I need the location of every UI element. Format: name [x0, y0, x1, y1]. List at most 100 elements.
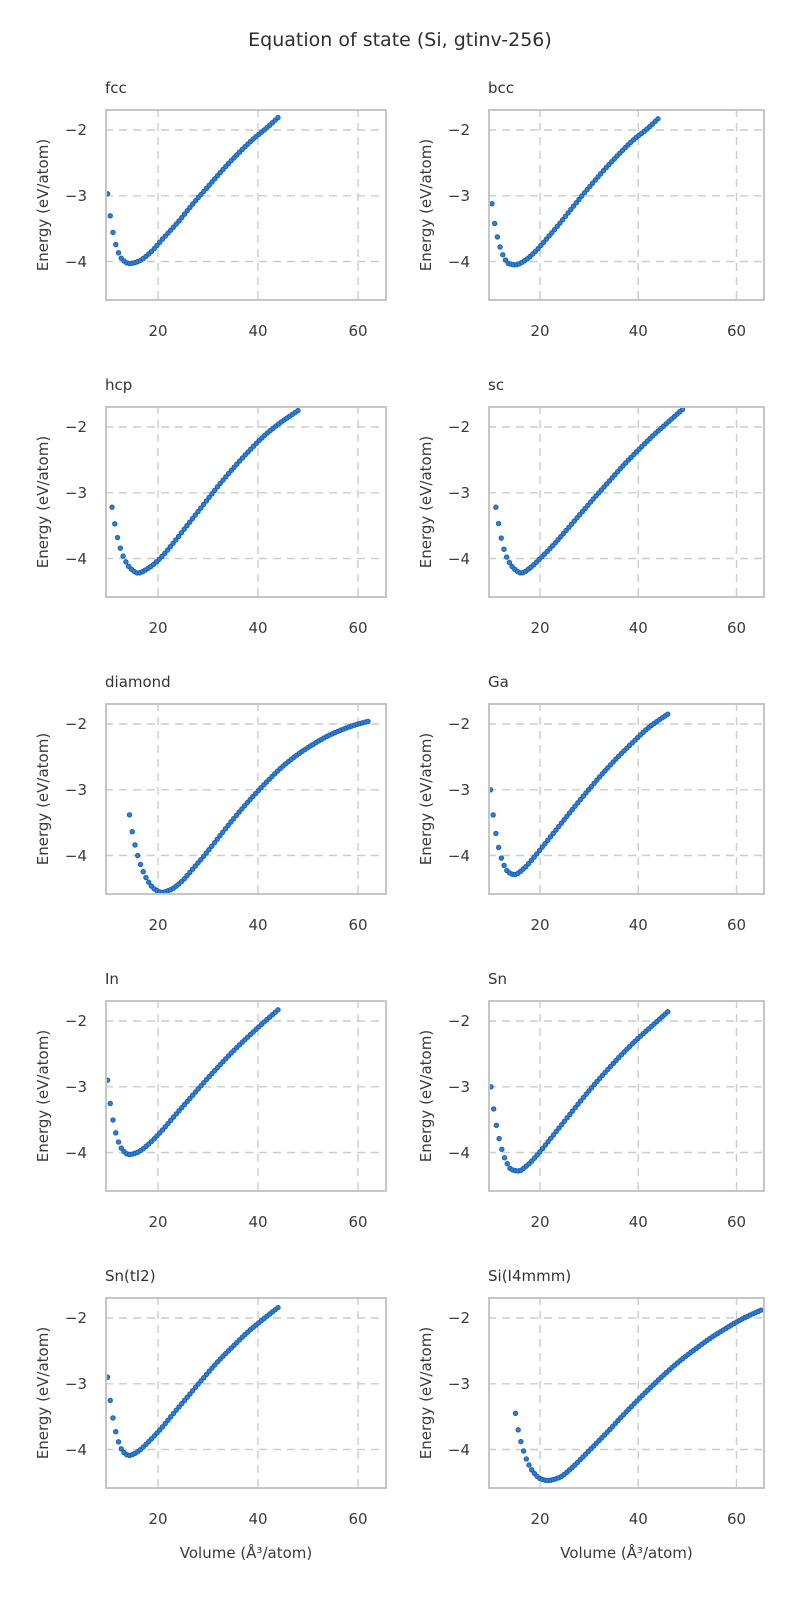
gridlines: [105, 703, 387, 895]
subplot-title-ga: Ga: [488, 673, 509, 691]
x-tick-label: 40: [628, 1510, 648, 1528]
subplot-title-diamond: diamond: [105, 673, 171, 691]
x-tick-label: 60: [726, 322, 747, 340]
plot-border: [105, 1000, 387, 1192]
x-tick-label: 20: [530, 916, 550, 934]
x-tick-label: 20: [148, 1213, 168, 1231]
subplot-title-sc: sc: [488, 376, 505, 394]
x-axis-label-si-i4mmm: Volume (Å³/atom): [560, 1544, 693, 1562]
x-tick-label: 60: [726, 1213, 747, 1231]
plot-border: [105, 703, 387, 895]
x-axis-label-sn-ti2: Volume (Å³/atom): [179, 1544, 313, 1562]
y-tick-label: −2: [64, 1309, 87, 1328]
scatter-series-in: [105, 1007, 281, 1158]
gridlines: [105, 1000, 387, 1192]
x-tick-label: 20: [530, 619, 550, 637]
x-tick-label: 20: [148, 1510, 168, 1528]
plot-border: [488, 1297, 765, 1489]
plot-border: [105, 406, 387, 598]
x-tick-label: 60: [726, 619, 747, 637]
x-tick-label: 20: [148, 322, 168, 340]
y-tick-label: −4: [447, 549, 470, 568]
y-tick-label: −2: [447, 121, 470, 140]
subplot-title-fcc: fcc: [105, 79, 127, 97]
gridlines: [488, 406, 765, 598]
scatter-series-fcc: [105, 114, 281, 267]
scatter-series-bcc: [489, 116, 661, 268]
x-tick-label: 60: [726, 1510, 747, 1528]
x-tick-label: 60: [348, 916, 368, 934]
y-tick-label: −3: [447, 780, 470, 799]
y-tick-label: −4: [447, 252, 470, 271]
x-tick-label: 20: [530, 322, 550, 340]
plot-border: [488, 109, 765, 301]
scatter-series-si-i4mmm: [512, 1307, 764, 1484]
y-tick-label: −4: [64, 252, 87, 271]
plot-area-in: [105, 1000, 387, 1192]
y-tick-label: −3: [447, 1374, 470, 1393]
subplot-title-hcp: hcp: [105, 376, 133, 394]
y-tick-label: −3: [64, 186, 87, 205]
scatter-series-ga: [488, 711, 671, 878]
y-tick-label: −2: [447, 1309, 470, 1328]
x-tick-label: 40: [248, 916, 268, 934]
gridlines: [488, 109, 765, 301]
y-tick-label: −3: [447, 1077, 470, 1096]
x-tick-label: 40: [628, 619, 648, 637]
y-tick-label: −4: [64, 1143, 87, 1162]
y-tick-label: −3: [447, 186, 470, 205]
x-tick-label: 40: [248, 1510, 268, 1528]
y-tick-label: −4: [64, 1440, 87, 1459]
gridlines: [105, 1297, 387, 1489]
plot-area-bcc: [488, 109, 765, 301]
y-tick-label: −4: [64, 846, 87, 865]
x-tick-label: 60: [348, 1213, 368, 1231]
x-tick-label: 40: [628, 1213, 648, 1231]
y-tick-label: −4: [64, 549, 87, 568]
x-tick-label: 20: [148, 916, 168, 934]
plot-area-ga: [488, 703, 765, 895]
plot-border: [105, 1297, 387, 1489]
y-tick-label: −2: [64, 418, 87, 437]
x-tick-label: 20: [148, 619, 168, 637]
scatter-series-sn: [488, 1009, 671, 1174]
x-tick-label: 20: [530, 1213, 550, 1231]
y-tick-label: −3: [64, 1374, 87, 1393]
y-tick-label: −3: [64, 483, 87, 502]
y-tick-label: −2: [64, 1012, 87, 1031]
subplot-title-sn: Sn: [488, 970, 508, 988]
x-tick-label: 40: [248, 322, 268, 340]
plot-area-fcc: [105, 109, 387, 301]
plot-border: [488, 406, 765, 598]
gridlines: [488, 1297, 765, 1489]
gridlines: [488, 703, 765, 895]
gridlines: [105, 406, 387, 598]
plot-border: [105, 109, 387, 301]
subplot-title-bcc: bcc: [488, 79, 515, 97]
y-tick-label: −3: [64, 780, 87, 799]
y-tick-label: −3: [64, 1077, 87, 1096]
y-tick-label: −4: [447, 846, 470, 865]
y-tick-label: −3: [447, 483, 470, 502]
x-tick-label: 40: [628, 916, 648, 934]
gridlines: [105, 109, 387, 301]
plot-border: [488, 1000, 765, 1192]
plot-border: [488, 703, 765, 895]
plot-area-si-i4mmm: [488, 1297, 765, 1489]
x-tick-label: 20: [530, 1510, 550, 1528]
y-tick-label: −2: [64, 121, 87, 140]
plot-area-hcp: [105, 406, 387, 598]
x-tick-label: 40: [248, 619, 268, 637]
y-tick-label: −2: [447, 1012, 470, 1031]
subplot-title-si-i4mmm: Si(I4mmm): [488, 1267, 572, 1285]
plot-area-sn: [488, 1000, 765, 1192]
x-tick-label: 40: [248, 1213, 268, 1231]
x-tick-label: 60: [348, 1510, 368, 1528]
x-tick-label: 60: [348, 322, 368, 340]
figure-title: Equation of state (Si, gtinv-256): [248, 29, 552, 51]
y-tick-label: −2: [447, 418, 470, 437]
scatter-series-sn-ti2: [105, 1304, 281, 1459]
scatter-series-diamond: [126, 718, 371, 895]
subplot-title-sn-ti2: Sn(tI2): [105, 1267, 156, 1285]
